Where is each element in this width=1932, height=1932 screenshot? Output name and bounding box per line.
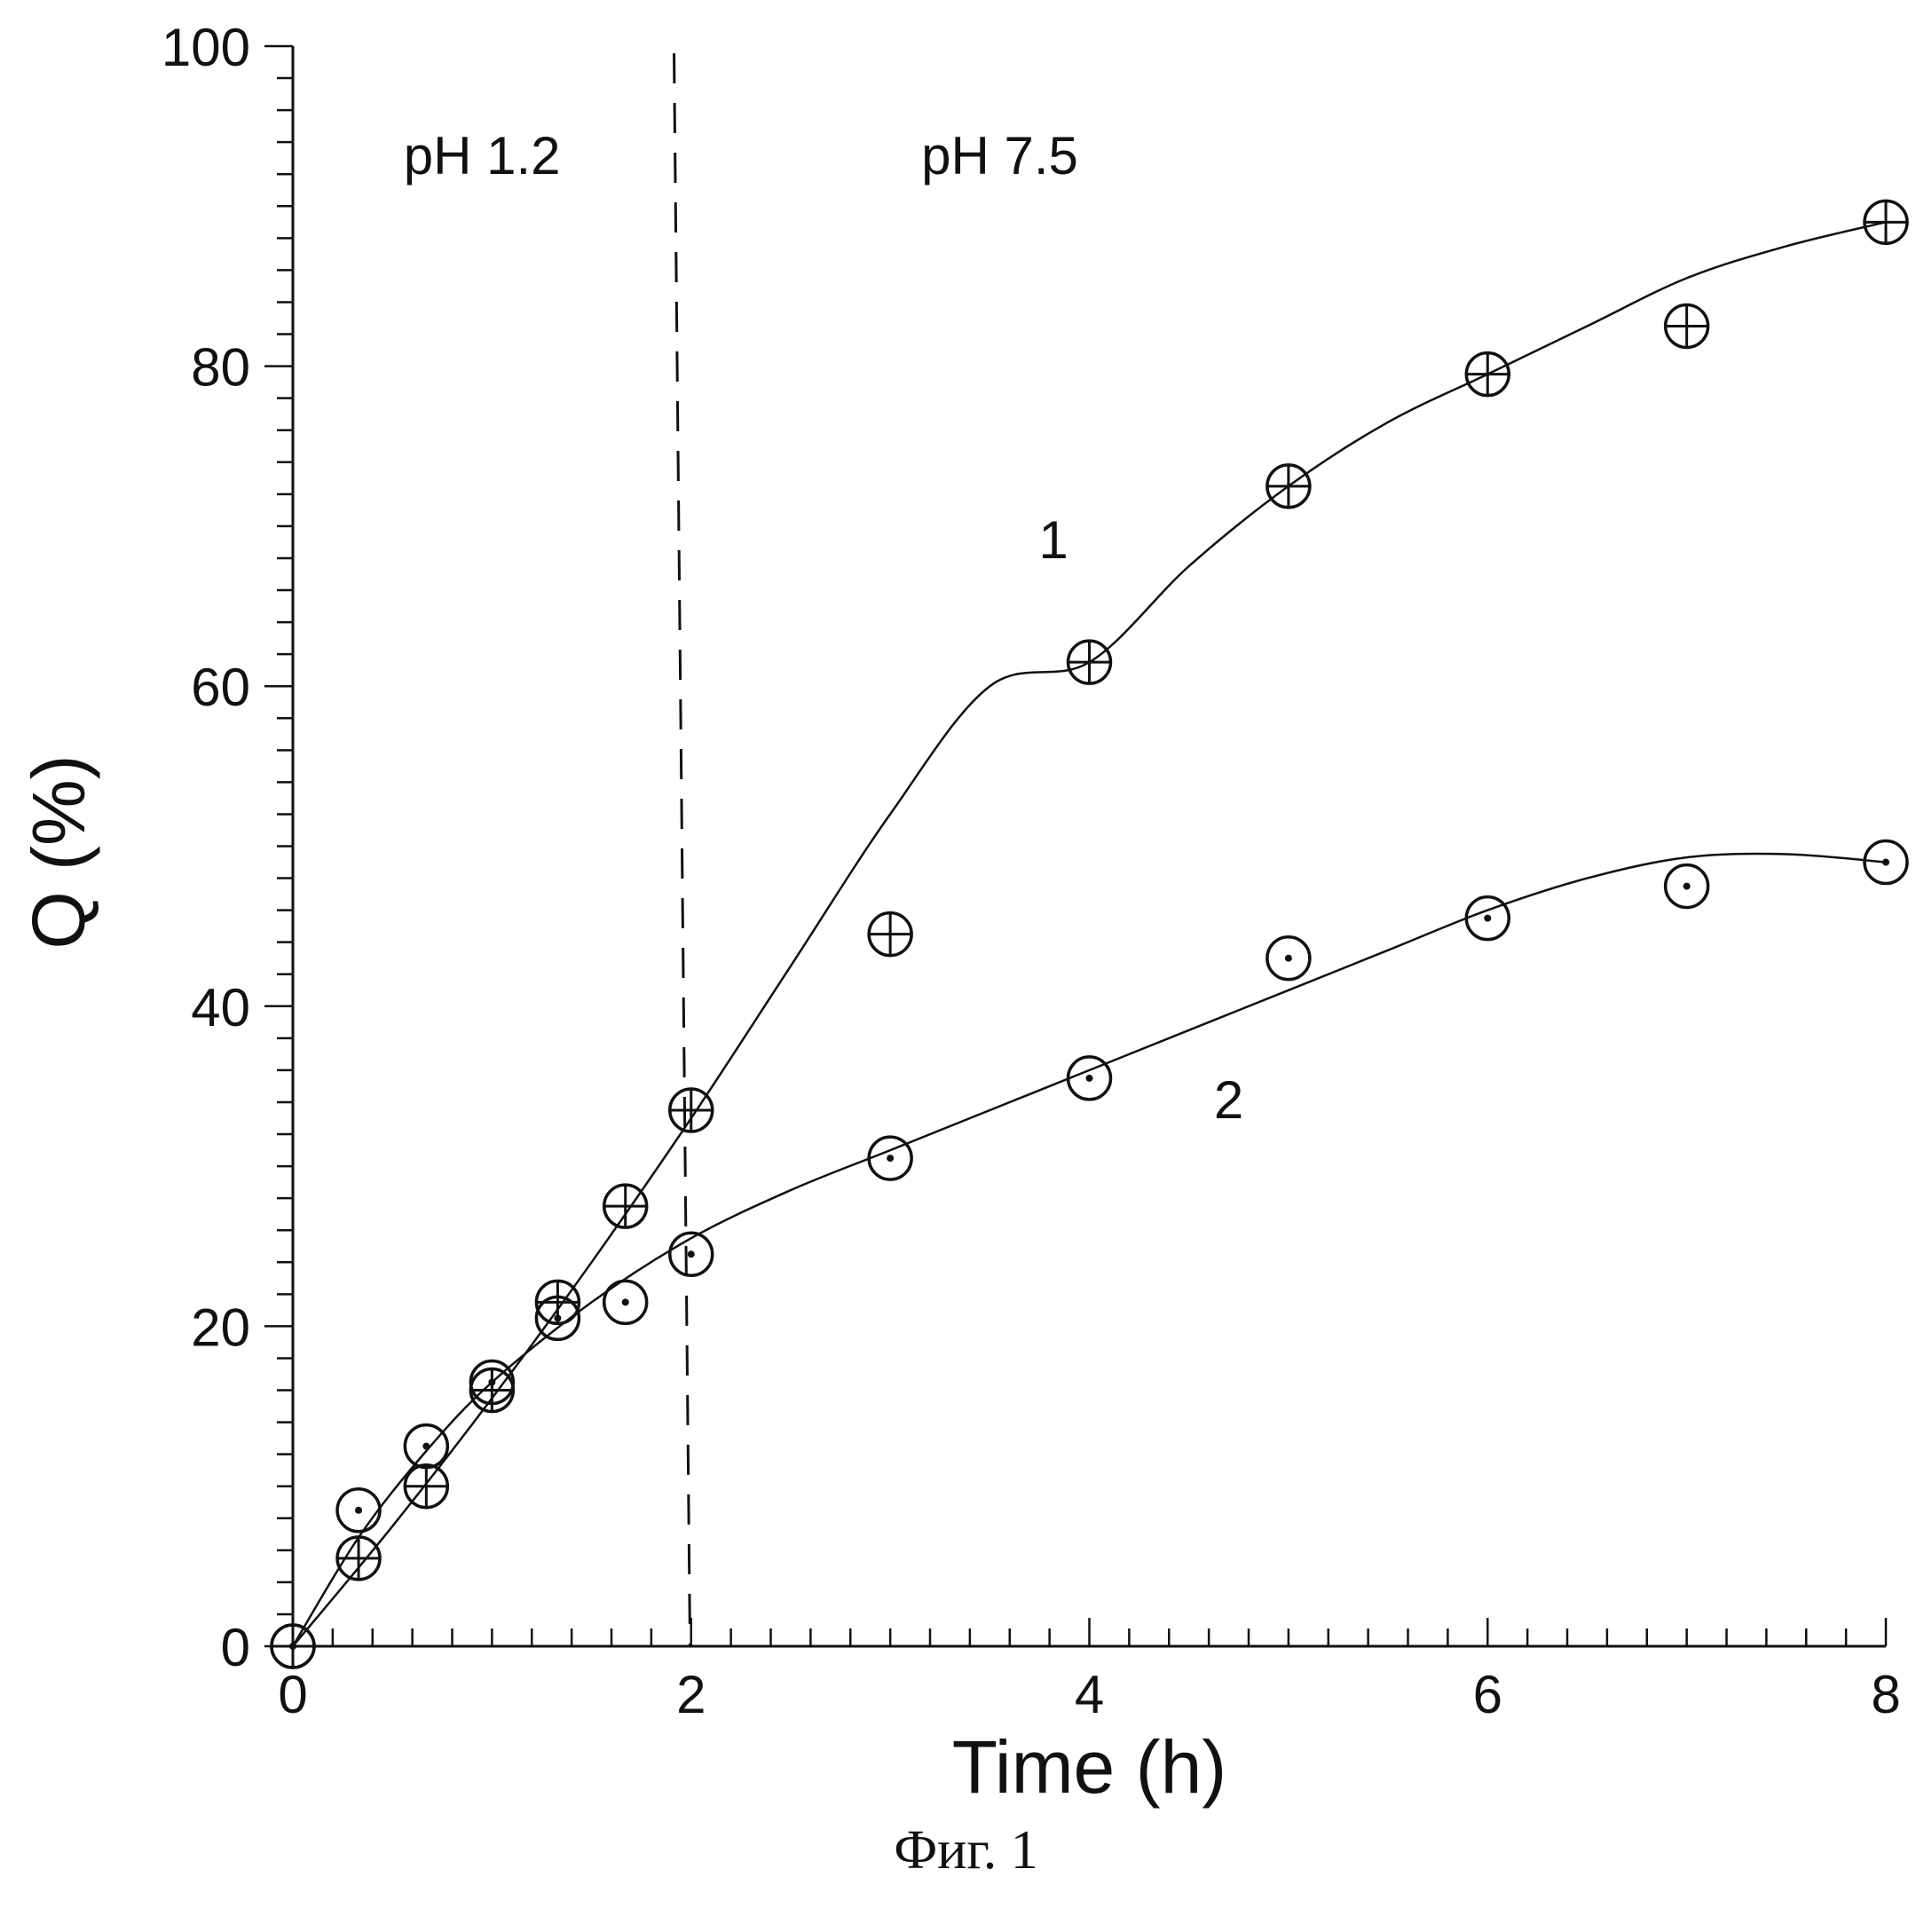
series-2-point — [668, 1231, 714, 1278]
figure-caption: Фиг. 1 — [894, 1820, 1038, 1881]
ph-region-label: pH 7.5 — [921, 126, 1078, 185]
series-1-point — [1863, 199, 1909, 246]
marker-circle — [403, 1423, 450, 1470]
x-tick-label: 6 — [1473, 1665, 1502, 1724]
marker-dot — [355, 1506, 363, 1514]
marker-circle — [1863, 839, 1909, 886]
marker-circle — [602, 1279, 649, 1326]
data-points-group — [270, 199, 1909, 1669]
series-1-point — [602, 1183, 649, 1229]
y-tick-label: 40 — [191, 978, 250, 1037]
marker-dot — [1882, 858, 1889, 866]
marker-dot — [289, 1643, 296, 1650]
x-tick-label: 4 — [1075, 1665, 1104, 1724]
marker-dot — [1683, 882, 1691, 890]
marker-circle — [1663, 863, 1710, 910]
series-1-label: 1 — [1038, 510, 1068, 570]
marker-circle — [270, 1623, 316, 1669]
series-2-point — [602, 1279, 649, 1326]
axes-group — [264, 44, 1888, 1648]
series-2-point — [335, 1486, 382, 1534]
marker-circle — [469, 1359, 516, 1406]
series-1-point — [335, 1535, 382, 1581]
marker-dot — [1484, 914, 1492, 922]
marker-circle — [1464, 895, 1510, 942]
series-1-point — [403, 1463, 450, 1510]
series-1-point — [1266, 463, 1312, 509]
y-tick-label: 20 — [191, 1297, 250, 1357]
marker-dot — [887, 1155, 895, 1163]
series-2-point — [1066, 1055, 1113, 1101]
series-1-point — [1464, 351, 1510, 398]
ph-region-label: pH 1.2 — [404, 126, 561, 185]
series-1-point — [1663, 303, 1710, 350]
fit-curves-group — [291, 221, 1887, 1647]
series-1-fit-curve — [292, 221, 1887, 1647]
y-tick-label: 100 — [162, 18, 250, 77]
series-2-point — [534, 1295, 581, 1342]
y-tick-label: 0 — [221, 1618, 250, 1677]
marker-circle — [668, 1231, 714, 1278]
y-tick-label: 60 — [191, 658, 250, 717]
marker-circle — [335, 1486, 382, 1534]
series-2-point — [469, 1359, 516, 1406]
series-2-point — [403, 1423, 450, 1470]
series-2-point — [1464, 895, 1510, 942]
series-2-point — [1266, 934, 1312, 982]
marker-dot — [554, 1314, 562, 1322]
x-tick-label: 8 — [1871, 1665, 1900, 1724]
marker-dot — [687, 1250, 695, 1258]
series-2-label: 2 — [1214, 1070, 1243, 1130]
x-tick-label: 0 — [278, 1665, 307, 1724]
marker-dot — [1284, 954, 1292, 962]
series-1-point — [1066, 639, 1113, 685]
marker-dot — [621, 1298, 629, 1306]
marker-circle — [867, 1135, 913, 1181]
ph-divider-line — [673, 52, 692, 1647]
marker-circle — [1266, 934, 1312, 982]
series-1-point — [867, 911, 913, 958]
marker-dot — [488, 1378, 496, 1386]
series-2-point — [1663, 863, 1710, 910]
y-axis-title: Q (%) — [17, 754, 100, 949]
x-tick-label: 2 — [676, 1665, 706, 1724]
marker-circle — [534, 1295, 581, 1342]
series-2-fit-curve — [291, 852, 1887, 1647]
series-2-point — [1863, 839, 1909, 886]
x-axis-title: Time (h) — [952, 1725, 1227, 1809]
y-tick-label: 80 — [191, 338, 250, 398]
series-2-point — [867, 1135, 913, 1181]
marker-circle — [1066, 1055, 1113, 1101]
series-2-point — [270, 1623, 316, 1669]
marker-dot — [422, 1442, 430, 1450]
marker-dot — [1085, 1074, 1093, 1082]
chart-labels-group: 0 20 40 60 80 100 0 2 4 6 8 Time (h) Q (%) pH 1.2 pH 7… — [17, 18, 1901, 1809]
series-1-point — [668, 1087, 714, 1133]
series-1-point — [469, 1367, 516, 1414]
